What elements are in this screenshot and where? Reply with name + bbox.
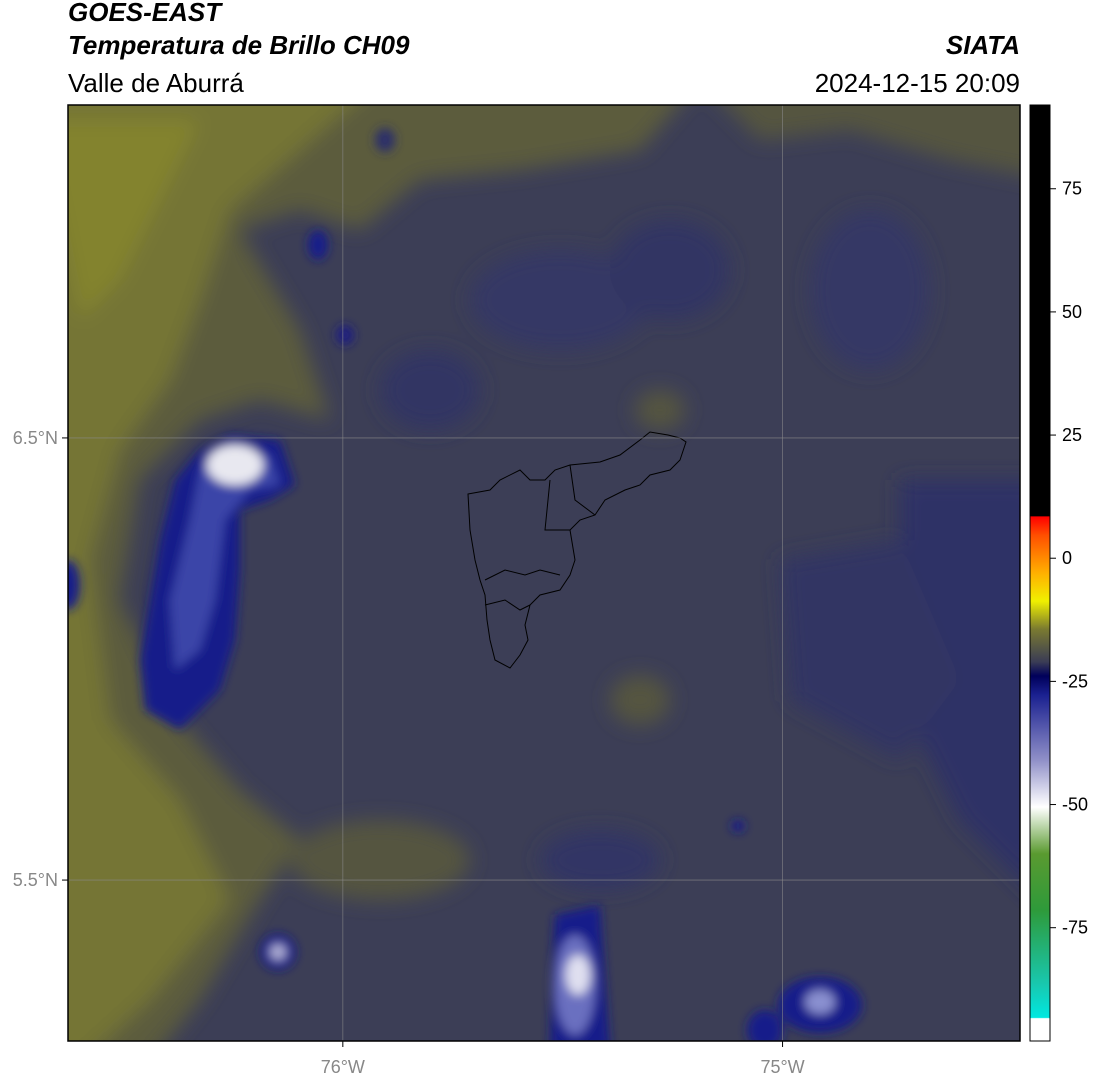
satellite-image [68,105,1020,1041]
colorbar-tick-label: 25 [1062,425,1082,445]
region: Valle de Aburrá [68,68,244,98]
datetime: 2024-12-15 20:09 [815,68,1020,98]
colorbar-tick-label: -75 [1062,918,1088,938]
x-tick-label: 76°W [321,1057,365,1077]
colorbar-tick-label: -25 [1062,671,1088,691]
map-frame [67,104,1021,1042]
y-tick-label: 5.5°N [13,870,58,890]
colorbar-tick-label: -50 [1062,795,1088,815]
colorbar-tick-label: 50 [1062,302,1082,322]
subtitle: Temperatura de Brillo CH09 [68,30,410,60]
colorbar-tick-label: 0 [1062,548,1072,568]
colorbar [1029,104,1051,1042]
x-tick-label: 75°W [760,1057,804,1077]
title: GOES-EAST [68,0,223,27]
y-tick-label: 6.5°N [13,428,58,448]
source: SIATA [946,30,1020,60]
colorbar-tick-label: 75 [1062,179,1082,199]
valley-boundary [467,431,687,669]
